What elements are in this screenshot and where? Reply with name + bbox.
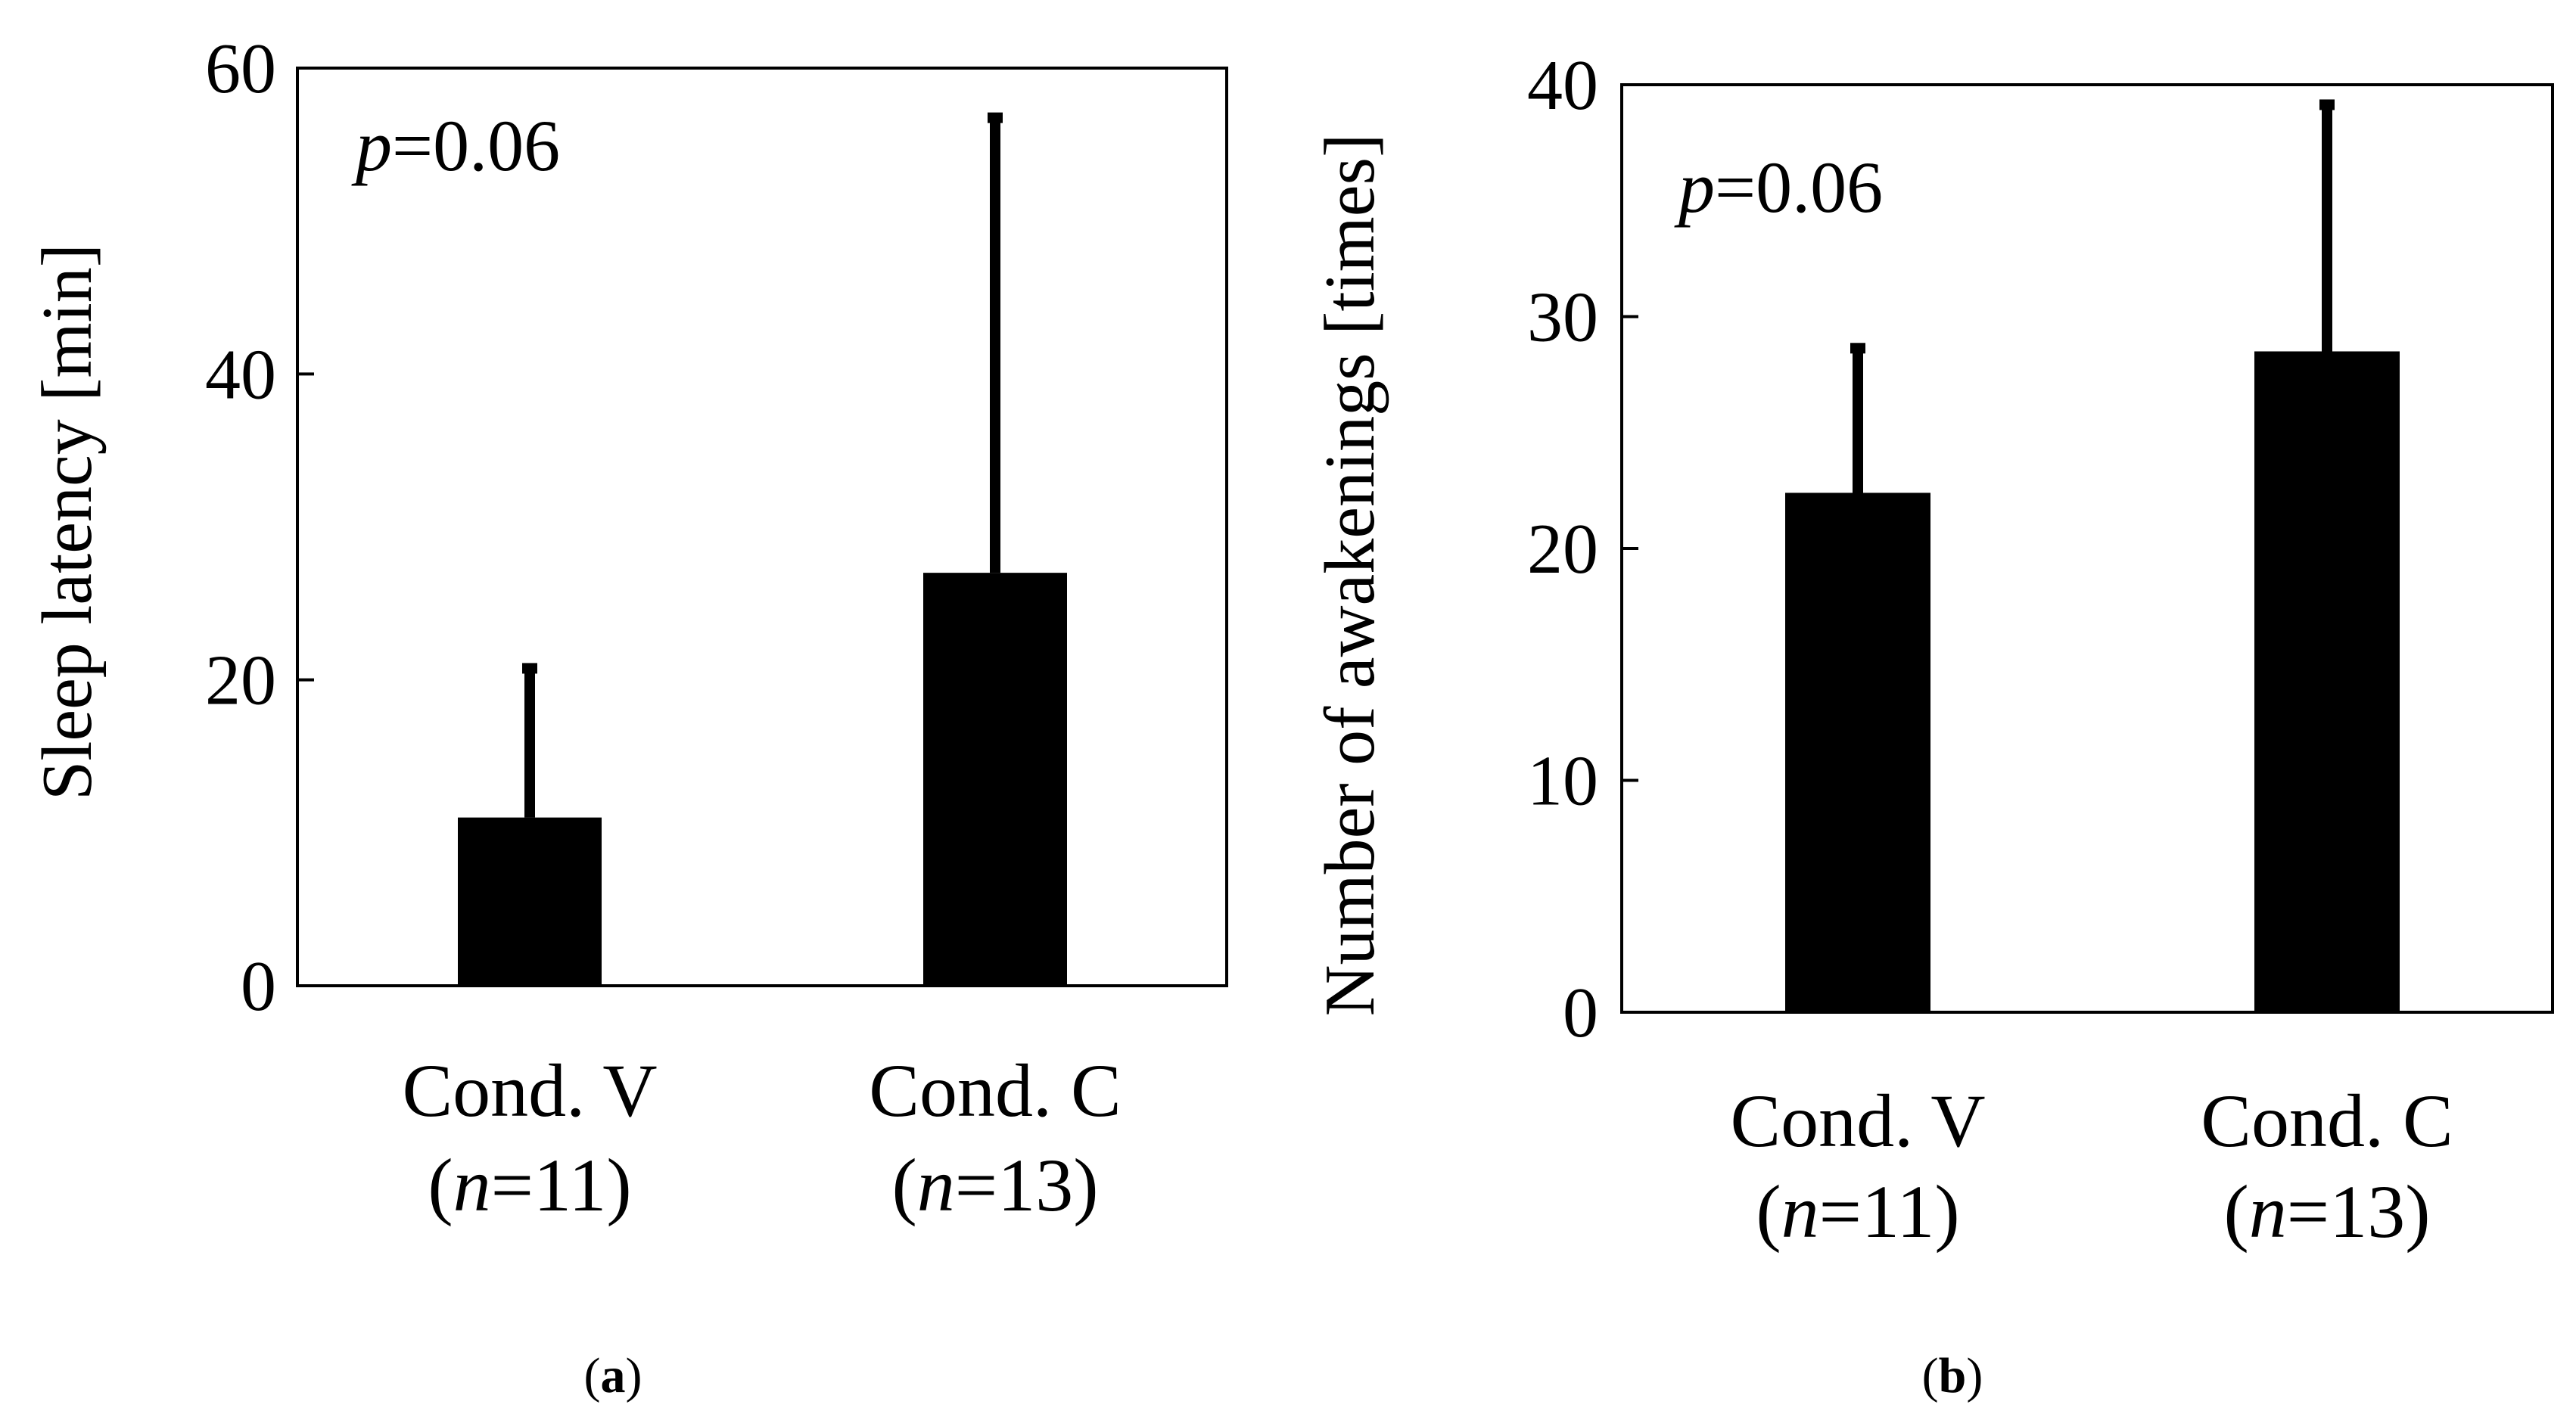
y-tick-label-b-0: 0 (1563, 974, 1598, 1052)
y-tick-label-a-20: 20 (205, 642, 276, 720)
y-axis-label-b: Number of awakenings [times] (1311, 134, 1389, 1017)
error-cap-a-0 (522, 663, 537, 674)
category-label-b-1: Cond. C (2201, 1079, 2453, 1163)
category-n-b-0: (n=11) (1756, 1170, 1959, 1254)
y-tick-labels-a: 0 20 40 60 (205, 30, 276, 1026)
y-tick-label-b-40: 40 (1527, 46, 1598, 125)
y-tick-marks-b (1622, 315, 1638, 782)
y-tick-label-b-20: 20 (1527, 510, 1598, 589)
error-bars-b (1850, 99, 2335, 493)
bar-b-1 (2254, 351, 2400, 1013)
category-label-a-0: Cond. V (402, 1049, 657, 1133)
panel-label-a: (a) (584, 1348, 642, 1403)
category-n-a-0: (n=11) (428, 1143, 631, 1227)
category-n-a-1: (n=13) (891, 1143, 1098, 1227)
panel-label-b: (b) (1922, 1348, 1983, 1403)
category-label-b-0: Cond. V (1730, 1079, 1985, 1163)
bars-b (1785, 351, 2400, 1013)
chart-panel-b: 0 10 20 30 40 p=0.06 Number of awakenings [t… (1311, 46, 2554, 1403)
y-tick-label-a-40: 40 (205, 335, 276, 414)
y-tick-label-b-10: 10 (1527, 742, 1598, 821)
bar-a-0 (458, 817, 602, 986)
y-tick-labels-b: 0 10 20 30 40 (1527, 46, 1598, 1052)
p-value-annotation-b: p=0.06 (1674, 147, 1883, 228)
bar-a-1 (923, 573, 1067, 986)
chart-panel-a: 0 20 40 60 p=0.06 Sleep latency [min] Cond.… (28, 30, 1228, 1403)
y-tick-label-b-30: 30 (1527, 278, 1598, 357)
error-cap-b-1 (2319, 99, 2335, 110)
bars-a (458, 573, 1067, 986)
bar-b-0 (1785, 492, 1930, 1012)
y-tick-label-a-0: 0 (241, 947, 276, 1026)
error-cap-b-0 (1850, 343, 1865, 354)
plot-frame-a (296, 67, 1228, 987)
y-tick-marks-a (297, 372, 314, 682)
category-n-b-1: (n=13) (2223, 1170, 2430, 1254)
error-bars-a (522, 112, 1003, 818)
y-tick-label-a-60: 60 (205, 30, 276, 108)
p-value-annotation-a: p=0.06 (351, 105, 560, 186)
category-label-a-1: Cond. C (869, 1049, 1121, 1133)
error-cap-a-1 (988, 112, 1003, 123)
y-axis-label-a: Sleep latency [min] (28, 244, 107, 800)
